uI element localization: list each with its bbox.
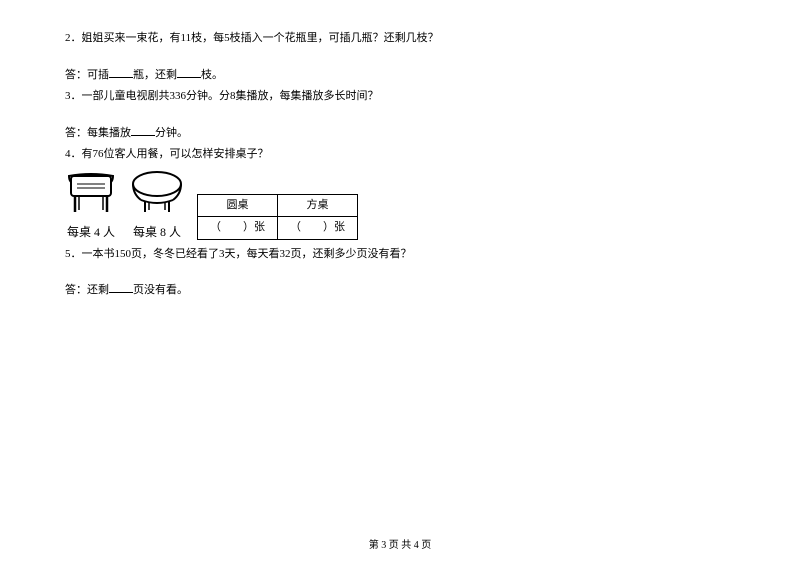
q2-answer: 答：可插 瓶，还剩 枝。 <box>65 66 735 85</box>
q3-blank[interactable] <box>131 124 155 136</box>
q2-text: 姐姐买来一束花，有11枝，每5枝插入一个花瓶里，可插几瓶？还剩几枝？ <box>82 32 439 44</box>
table-row: 圆桌 方桌 <box>198 194 358 217</box>
square-table-icon <box>65 170 117 216</box>
round-table-group: 每桌 8 人 <box>129 170 185 242</box>
q4-illustration-row: 每桌 4 人 每桌 8 人 圆桌 方桌 <box>65 170 735 242</box>
q2-blank-1[interactable] <box>109 66 133 78</box>
q4-table: 圆桌 方桌 （ ）张 （ ）张 <box>197 194 358 240</box>
footer-prefix: 第 <box>369 540 382 551</box>
page-footer: 第 3 页 共 4 页 <box>0 536 800 551</box>
footer-suffix: 页 <box>419 540 432 551</box>
table-cell-col1[interactable]: （ ）张 <box>198 217 278 240</box>
square-table-label: 每桌 4 人 <box>65 223 117 242</box>
table-header-col2: 方桌 <box>278 194 358 217</box>
q5-text: 一本书150页，冬冬已经看了3天，每天看32页，还剩多少页没有看？ <box>82 248 412 260</box>
question-3: 3．一部儿童电视剧共336分钟。分8集播放，每集播放多长时间？ 答：每集播放 分钟… <box>65 88 735 142</box>
q3-text: 一部儿童电视剧共336分钟。分8集播放，每集播放多长时间？ <box>82 90 379 102</box>
q2-blank-2[interactable] <box>177 66 201 78</box>
q5-answer-prefix: 答：还剩 <box>65 284 109 296</box>
q5-answer-suffix: 页没有看。 <box>133 284 188 296</box>
q2-answer-suffix: 枝。 <box>201 69 223 81</box>
question-5: 5．一本书150页，冬冬已经看了3天，每天看32页，还剩多少页没有看？ 答：还剩… <box>65 246 735 300</box>
document-content: 2．姐姐买来一束花，有11枝，每5枝插入一个花瓶里，可插几瓶？还剩几枝？ 答：可… <box>0 0 800 300</box>
table-row: （ ）张 （ ）张 <box>198 217 358 240</box>
q3-answer-prefix: 答：每集播放 <box>65 127 131 139</box>
table-cell-col2[interactable]: （ ）张 <box>278 217 358 240</box>
q2-answer-mid: 瓶，还剩 <box>133 69 177 81</box>
q5-blank[interactable] <box>109 281 133 293</box>
q3-answer: 答：每集播放 分钟。 <box>65 124 735 143</box>
q3-answer-suffix: 分钟。 <box>155 127 188 139</box>
q5-answer: 答：还剩 页没有看。 <box>65 281 735 300</box>
round-table-icon <box>129 170 185 216</box>
q4-text: 有76位客人用餐，可以怎样安排桌子？ <box>82 148 269 160</box>
q5-number: 5． <box>65 248 82 260</box>
table-header-col1: 圆桌 <box>198 194 278 217</box>
q4-number: 4． <box>65 148 82 160</box>
q2-number: 2． <box>65 32 82 44</box>
q2-answer-prefix: 答：可插 <box>65 69 109 81</box>
round-table-label: 每桌 8 人 <box>129 223 185 242</box>
footer-mid: 页 共 <box>386 540 414 551</box>
q3-number: 3． <box>65 90 82 102</box>
question-2: 2．姐姐买来一束花，有11枝，每5枝插入一个花瓶里，可插几瓶？还剩几枝？ 答：可… <box>65 30 735 84</box>
question-4: 4．有76位客人用餐，可以怎样安排桌子？ 每桌 4 人 <box>65 146 735 241</box>
square-table-group: 每桌 4 人 <box>65 170 117 242</box>
